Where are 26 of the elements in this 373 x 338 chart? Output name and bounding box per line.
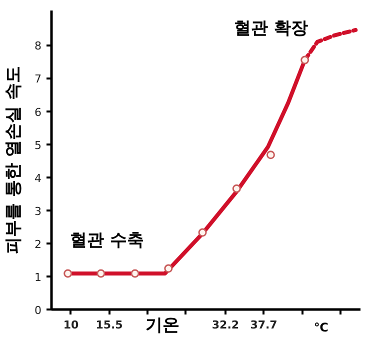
- y-axis-title: 피부를 통한 열손실 속도: [4, 66, 24, 254]
- y-tick-label: 8: [34, 40, 42, 53]
- x-tick-label: 37.7: [250, 318, 278, 332]
- annotation: 혈관 수축: [70, 230, 144, 251]
- point: [266, 150, 275, 160]
- y-tick-label: 6: [34, 106, 42, 119]
- point: [198, 228, 207, 237]
- y-tick-label: 2: [34, 238, 42, 251]
- y-tick-label: 1: [34, 270, 42, 284]
- point: [96, 269, 106, 278]
- point: [232, 184, 241, 193]
- x-tick-label: 10: [63, 318, 79, 332]
- y-tick-label: 3: [34, 204, 42, 218]
- x-axis-title: 기온: [146, 316, 180, 336]
- point: [64, 269, 72, 278]
- annotation: 혈관 확장: [234, 18, 308, 38]
- y-tick-label: 4: [34, 172, 42, 185]
- text: ℃: [314, 320, 328, 334]
- point: [130, 269, 140, 278]
- point: [300, 56, 310, 64]
- y-tick-label: 5: [34, 138, 42, 152]
- point: [164, 264, 173, 273]
- y-tick-label: 7: [34, 72, 42, 86]
- y-tick-label: 0: [34, 304, 42, 317]
- x-tick-label: 15.5: [96, 318, 123, 332]
- x-tick-label: 32.2: [212, 318, 240, 332]
